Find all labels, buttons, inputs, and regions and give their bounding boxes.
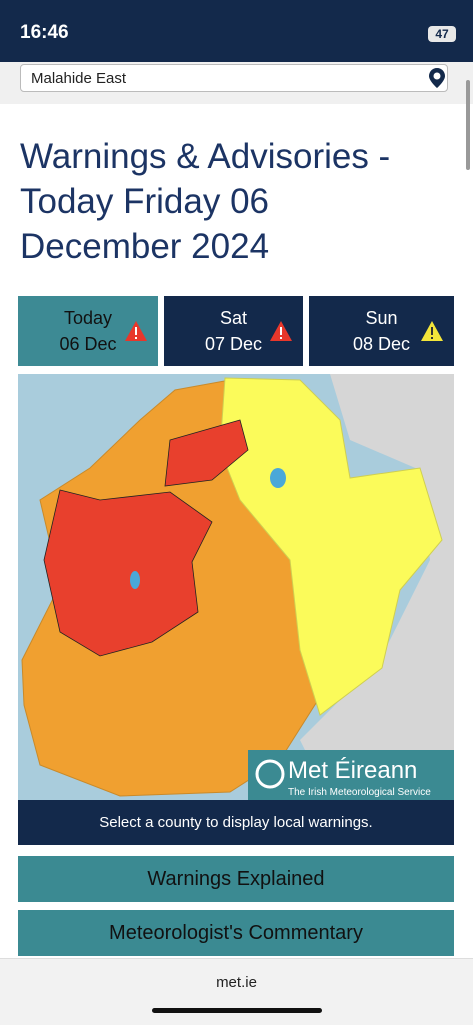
status-bar — [0, 0, 473, 62]
battery: 47 — [428, 26, 456, 42]
tab-day: Today — [63, 308, 113, 328]
warning-icon — [125, 321, 147, 341]
button[interactable]: Warnings Explained — [18, 856, 454, 902]
map-caption: Select a county to display local warning… — [18, 800, 454, 845]
browser-bar — [0, 958, 473, 1025]
scrollbar — [466, 80, 470, 170]
day-tab[interactable]: Today 06 Dec — [18, 296, 158, 366]
logo-subtitle: The Irish Meteorological Service — [288, 787, 431, 798]
url[interactable]: met.ie — [216, 974, 257, 991]
tab-date: 07 Dec — [204, 334, 263, 354]
day-tab[interactable]: Sun 08 Dec — [309, 296, 454, 366]
page-title: Warnings & Advisories - Today Friday 06 … — [20, 137, 391, 266]
tab-day: Sun — [365, 308, 398, 328]
button[interactable]: Meteorologist's Commentary — [18, 910, 454, 956]
warning-icon — [270, 321, 292, 341]
warning-icon — [421, 321, 443, 341]
location-search[interactable]: Malahide East — [20, 64, 448, 92]
time: 16:46 — [20, 22, 69, 43]
tab-date: 08 Dec — [352, 334, 411, 354]
logo-title: Met Éireann — [288, 757, 417, 784]
location-pin[interactable] — [428, 67, 446, 89]
tab-date: 06 Dec — [59, 334, 117, 354]
home-indicator — [152, 1008, 322, 1013]
tab-day: Sat — [219, 308, 248, 328]
day-tab[interactable]: Sat 07 Dec — [164, 296, 303, 366]
